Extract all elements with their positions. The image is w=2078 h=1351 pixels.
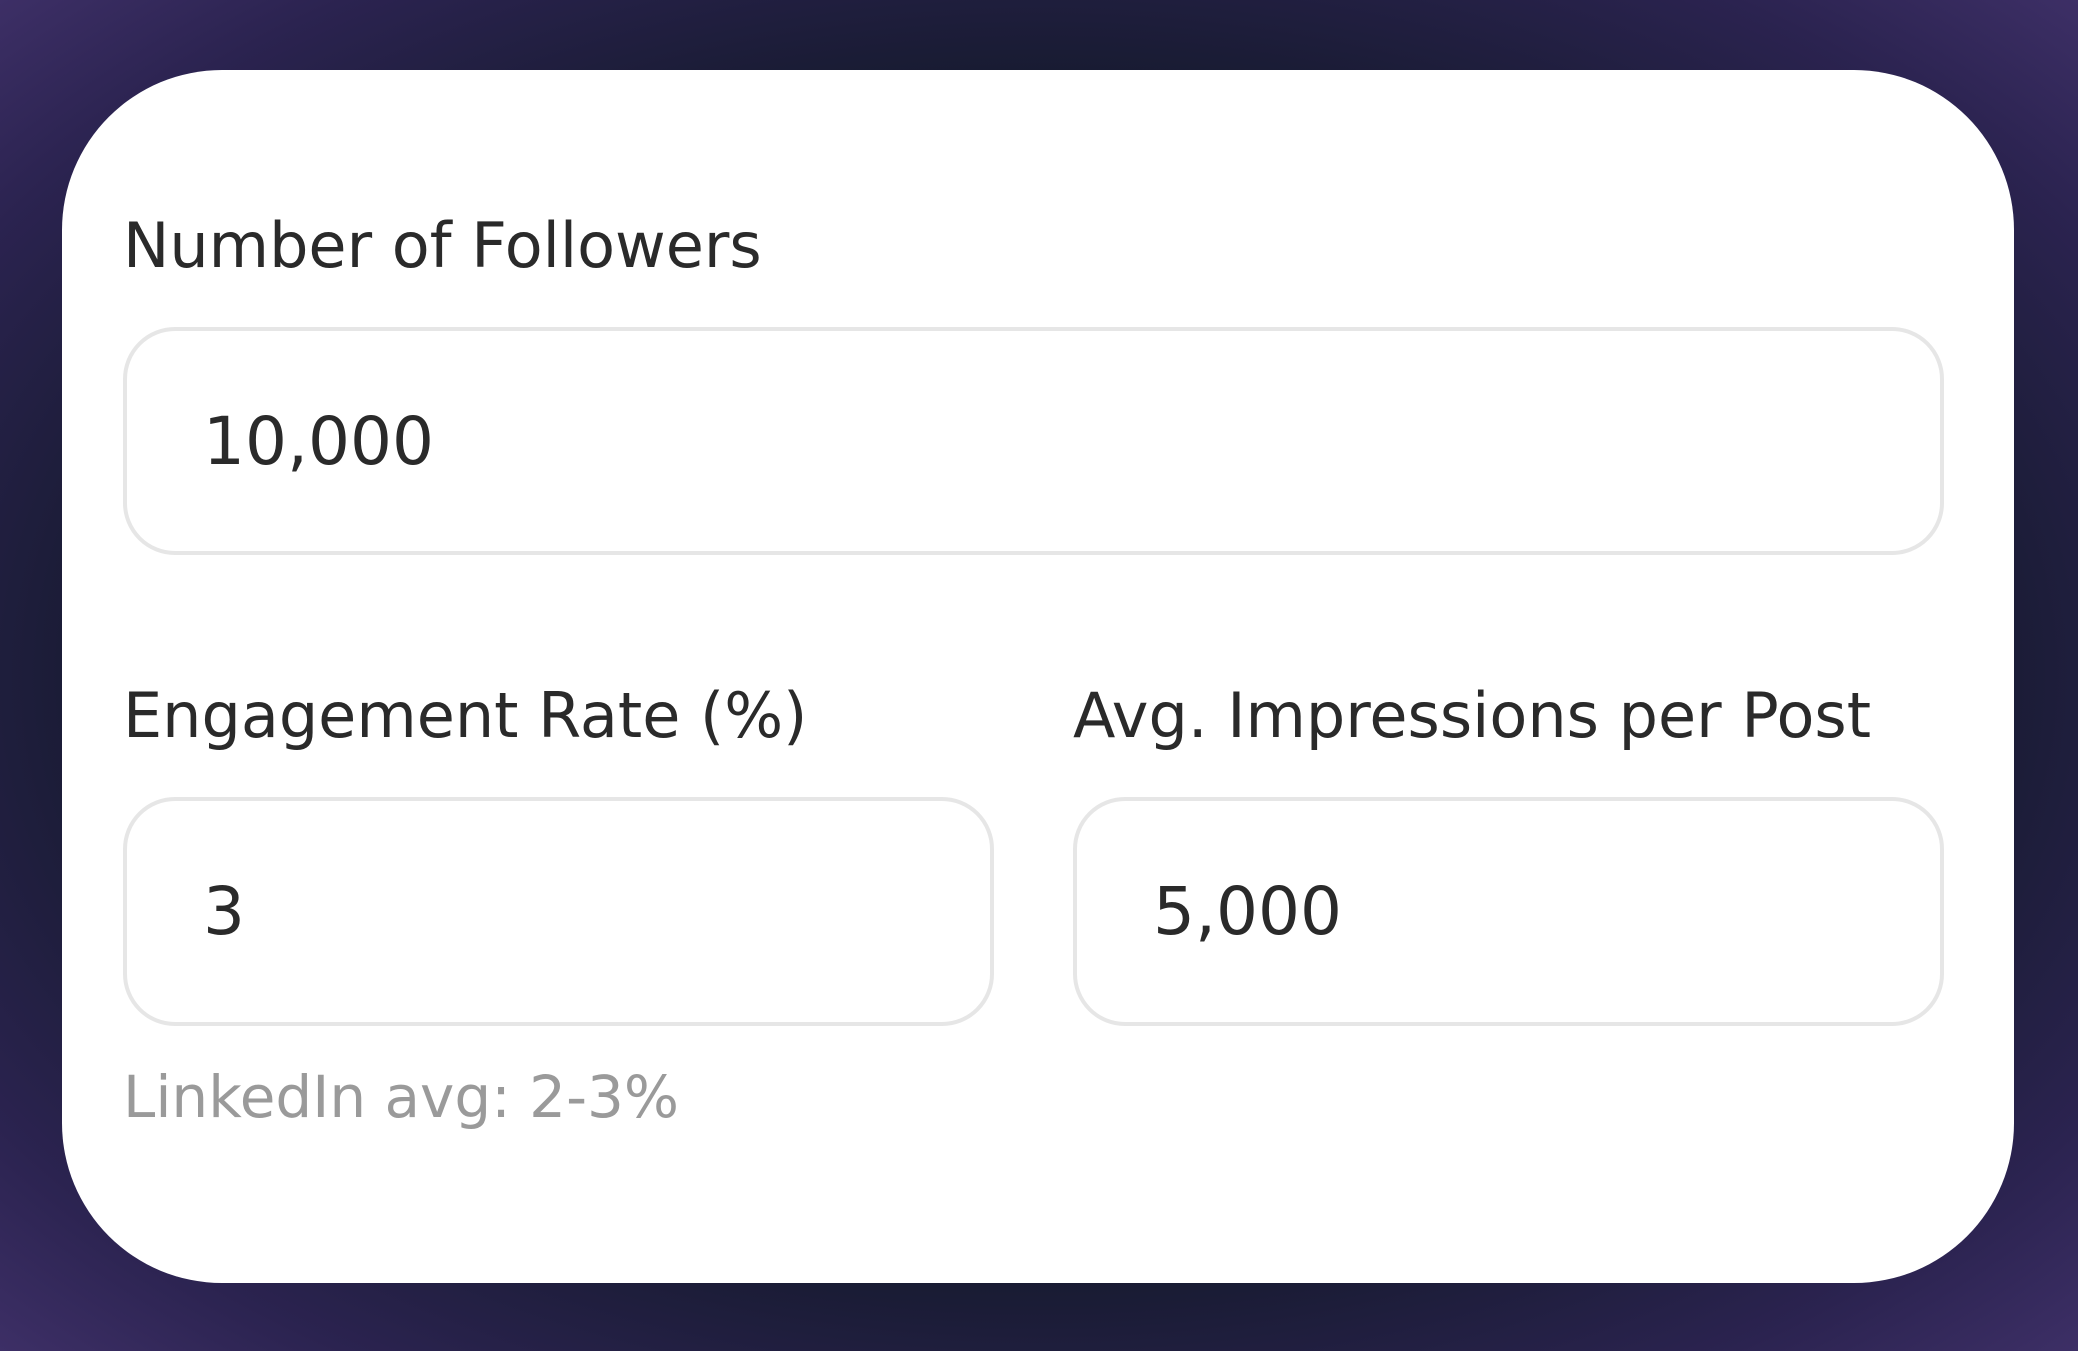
- field-label: Avg. Impressions per Post: [1073, 679, 1872, 752]
- text-input[interactable]: 5,000: [1073, 797, 1944, 1026]
- form-card: Number of Followers 10,000 Engagement Ra…: [62, 70, 2014, 1283]
- text-input[interactable]: 10,000: [123, 327, 1944, 555]
- field-label: Engagement Rate (%): [123, 679, 808, 752]
- text-input[interactable]: 3: [123, 797, 994, 1026]
- field-label: Number of Followers: [123, 209, 762, 282]
- field-hint: LinkedIn avg: 2-3%: [123, 1063, 680, 1131]
